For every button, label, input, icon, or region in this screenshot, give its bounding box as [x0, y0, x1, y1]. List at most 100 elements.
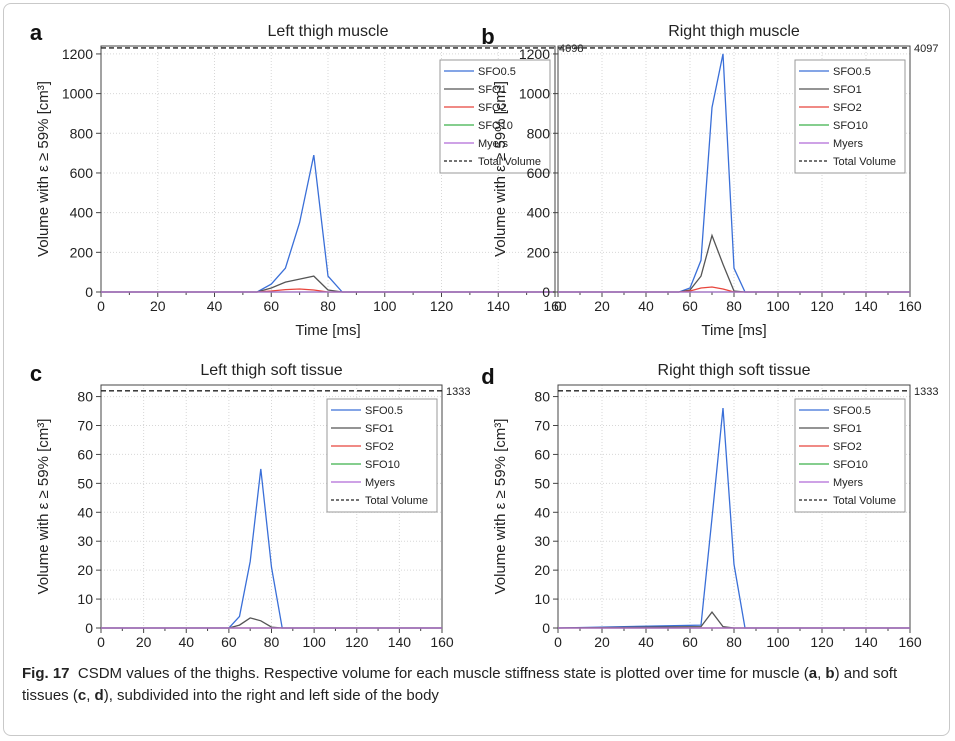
x-tick-label: 40 — [178, 634, 194, 650]
legend-box — [326, 398, 438, 513]
x-tick-label: 20 — [136, 634, 152, 650]
legend-entry: SFO1 — [833, 423, 862, 435]
y-tick-label: 800 — [527, 125, 551, 141]
y-axis-label: Volume with ε ≥ 59% [cm³] — [35, 81, 52, 257]
y-tick-label: 400 — [527, 205, 551, 221]
panel-label: d — [481, 364, 494, 389]
x-axis-label: Time [ms] — [295, 322, 360, 339]
caption-ref-a: a — [808, 665, 818, 682]
y-tick-label: 0 — [85, 620, 93, 636]
x-tick-label: 0 — [97, 634, 105, 650]
legend: SFO0.5 SFO1 SFO2 SFO10 Myers Total Volume — [794, 398, 906, 513]
x-tick-label: 120 — [810, 634, 834, 650]
total-volume-label: 4098 — [559, 43, 583, 55]
y-tick-label: 20 — [77, 562, 93, 578]
chart-panel-a: 0 20 40 60 80 100 120 140 1600200400600800100012… — [30, 20, 584, 339]
y-tick-label: 400 — [70, 205, 94, 221]
x-tick-label: 120 — [430, 298, 454, 314]
y-tick-label: 30 — [534, 533, 550, 549]
legend-entry: SFO0.5 — [478, 66, 516, 78]
y-tick-label: 0 — [542, 284, 550, 300]
y-tick-label: 200 — [527, 244, 551, 260]
y-tick-label: 10 — [77, 591, 93, 607]
x-tick-label: 80 — [320, 298, 336, 314]
x-tick-label: 0 — [554, 298, 562, 314]
x-tick-label: 160 — [430, 634, 454, 650]
y-tick-label: 800 — [70, 125, 94, 141]
figure-label: Fig. 17 — [22, 665, 70, 682]
legend-entry: SFO1 — [478, 84, 507, 96]
legend-box — [794, 398, 906, 513]
y-tick-label: 1000 — [62, 86, 93, 102]
caption-ref-c: c — [77, 687, 87, 704]
series-line-sfo1 — [101, 275, 555, 293]
legend-entry: SFO0.5 — [365, 405, 403, 417]
y-tick-label: 10 — [534, 591, 550, 607]
x-tick-label: 80 — [264, 634, 280, 650]
x-tick-label: 120 — [810, 298, 834, 314]
legend-entry: Myers — [478, 138, 508, 150]
caption-text-2: ) and soft tissues ( — [22, 665, 898, 704]
legend-entry: Total Volume — [833, 495, 896, 507]
x-tick-label: 0 — [97, 298, 105, 314]
legend-entry: Myers — [365, 477, 395, 489]
x-tick-label: 80 — [726, 634, 742, 650]
chart-panel-c: 0 20 40 60 80 100 120 140 160 0 10 20 30 40 50 60 70 80 Le… — [30, 361, 471, 660]
x-tick-label: 40 — [207, 298, 223, 314]
x-tick-label: 100 — [302, 634, 326, 650]
legend: SFO0.5 SFO1 SFO2 SFO10 Myers Total Volume — [794, 59, 906, 174]
x-tick-label: 100 — [766, 634, 790, 650]
figure-frame — [3, 3, 950, 736]
caption-ref-d: d — [94, 687, 104, 704]
y-tick-label: 70 — [534, 418, 550, 434]
legend-entry: SFO2 — [365, 441, 394, 453]
caption-sep-1: , — [817, 665, 826, 682]
x-tick-label: 20 — [150, 298, 166, 314]
x-axis-label: Time [ms] — [701, 322, 766, 339]
y-tick-label: 60 — [77, 446, 93, 462]
y-tick-label: 70 — [77, 418, 93, 434]
total-volume-label: 1333 — [446, 386, 470, 398]
legend-entry: SFO10 — [833, 459, 868, 471]
legend-box — [439, 59, 551, 174]
x-tick-label: 160 — [898, 634, 922, 650]
legend-entry: SFO10 — [365, 459, 400, 471]
legend-entry: SFO1 — [833, 84, 862, 96]
panel-label: a — [30, 20, 43, 45]
y-tick-label: 50 — [77, 475, 93, 491]
x-tick-label: 140 — [854, 634, 878, 650]
total-volume-label: 4097 — [914, 43, 938, 55]
x-tick-label: 60 — [682, 634, 698, 650]
legend-entry: SFO10 — [478, 120, 513, 132]
legend-entry: SFO10 — [833, 120, 868, 132]
x-axis-label: Time [ms] — [701, 658, 766, 660]
series-line-sfo0-5 — [101, 154, 555, 293]
x-tick-label: 0 — [554, 634, 562, 650]
y-tick-label: 50 — [534, 475, 550, 491]
y-tick-label: 80 — [534, 389, 550, 405]
y-axis-label: Volume with ε ≥ 59% [cm³] — [35, 419, 52, 595]
legend: SFO0.5 SFO1 SFO2 SFO10 Myers Total Volume — [326, 398, 438, 513]
y-tick-label: 20 — [534, 562, 550, 578]
x-tick-label: 140 — [854, 298, 878, 314]
caption-ref-b: b — [825, 665, 835, 682]
chart-panel-b: 0 20 40 60 80 100 120 140 1600200400600800100012… — [481, 23, 938, 339]
y-tick-label: 30 — [77, 533, 93, 549]
figure-caption: Fig. 17 CSDM values of the thighs. Respe… — [22, 663, 940, 707]
legend-entry: Total Volume — [833, 156, 896, 168]
legend-entry: Total Volume — [478, 156, 541, 168]
y-tick-label: 1200 — [62, 46, 93, 62]
x-tick-label: 60 — [682, 298, 698, 314]
charts-canvas: 0 20 40 60 80 100 120 140 1600200400600800100012… — [30, 20, 939, 660]
chart-title: Left thigh muscle — [268, 23, 389, 40]
legend-entry: Myers — [833, 477, 863, 489]
series-line-sfo0-5 — [101, 468, 442, 629]
y-tick-label: 80 — [77, 389, 93, 405]
y-tick-label: 200 — [70, 244, 94, 260]
panel-label: c — [30, 361, 42, 386]
series-line-sfo0-5 — [558, 53, 910, 293]
legend-entry: SFO2 — [833, 441, 862, 453]
x-tick-label: 20 — [594, 634, 610, 650]
legend-entry: Myers — [833, 138, 863, 150]
chart-title: Right thigh muscle — [668, 23, 800, 40]
